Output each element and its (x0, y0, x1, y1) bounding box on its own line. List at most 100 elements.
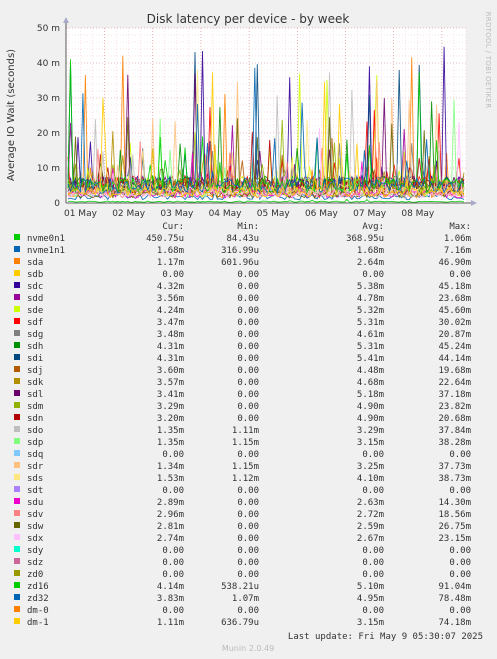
legend-swatch (14, 546, 20, 552)
legend-name: sdv (27, 510, 43, 520)
legend-cur: 2.81m (157, 522, 184, 532)
legend-min: 601.96u (221, 258, 259, 268)
legend-swatch (14, 534, 20, 540)
x-tick-label: 02 May (112, 209, 146, 219)
legend-max: 46.90m (438, 258, 471, 268)
legend-min: 0.00 (237, 354, 259, 364)
legend-min: 0.00 (237, 546, 259, 556)
legend-max: 0.00 (449, 486, 471, 496)
legend-row: sdm 3.29m 0.00 4.90m 23.82m (14, 402, 471, 412)
axes (63, 17, 477, 206)
legend-avg: 4.90m (357, 414, 384, 424)
legend-swatch (14, 246, 20, 252)
legend-swatch (14, 270, 20, 276)
legend-swatch (14, 570, 20, 576)
legend-name: sdn (27, 414, 43, 424)
legend-min: 0.00 (237, 342, 259, 352)
legend-swatch (14, 282, 20, 288)
legend-avg: 0.00 (362, 570, 384, 580)
legend-cur: 3.56m (157, 294, 184, 304)
legend-max: 38.73m (438, 474, 471, 484)
legend-row: sdj 3.60m 0.00 4.48m 19.68m (14, 366, 471, 376)
legend-max: 1.06m (444, 234, 471, 244)
legend-swatch (14, 426, 20, 432)
legend-row: sdk 3.57m 0.00 4.68m 22.64m (14, 378, 471, 388)
legend-cur: 1.53m (157, 474, 184, 484)
legend-row: sdz 0.00 0.00 0.00 0.00 (14, 558, 471, 568)
legend-row: sdb 0.00 0.00 0.00 0.00 (14, 270, 471, 280)
legend-name: sds (27, 474, 43, 484)
legend-cur: 4.31m (157, 354, 184, 364)
legend-avg: 4.10m (357, 474, 384, 484)
legend-max: 74.18m (438, 618, 471, 628)
legend-min: 1.11m (232, 426, 259, 436)
legend-cur: 4.14m (157, 582, 184, 592)
legend-cur: 3.60m (157, 366, 184, 376)
legend-min: 84.43u (226, 234, 259, 244)
legend-max: 14.30m (438, 498, 471, 508)
legend-avg: 2.64m (357, 258, 384, 268)
legend-row: sdv 2.96m 0.00 2.72m 18.56m (14, 510, 471, 520)
plot-area (66, 28, 466, 203)
series-line-sdx (67, 122, 465, 199)
legend-swatch (14, 594, 20, 600)
x-ticks: 01 May 02 May 03 May 04 May 05 May 06 May 07 M… (64, 209, 435, 219)
legend-max: 0.00 (449, 606, 471, 616)
legend-cur: 4.24m (157, 306, 184, 316)
legend-row: sdf 3.47m 0.00 5.31m 30.02m (14, 318, 471, 328)
legend-min: 1.12m (232, 474, 259, 484)
series-line-zd32 (67, 67, 465, 195)
legend-avg: 5.31m (357, 342, 384, 352)
legend-row: sdu 2.89m 0.00 2.63m 14.30m (14, 498, 471, 508)
legend-cur: 3.57m (157, 378, 184, 388)
legend-name: sdo (27, 426, 43, 436)
legend-min: 0.00 (237, 270, 259, 280)
legend-row: sdp 1.35m 1.15m 3.15m 38.28m (14, 438, 471, 448)
legend-row: sdd 3.56m 0.00 4.78m 23.68m (14, 294, 471, 304)
legend-max: 0.00 (449, 546, 471, 556)
x-axis-arrow (471, 200, 477, 206)
legend-max: 0.00 (449, 558, 471, 568)
legend-row: sdy 0.00 0.00 0.00 0.00 (14, 546, 471, 556)
legend-row: sds 1.53m 1.12m 4.10m 38.73m (14, 474, 471, 484)
legend-swatch (14, 330, 20, 336)
series-line-nvme0n1 (68, 198, 465, 203)
y-tick-label: 0 (54, 199, 60, 209)
x-tick-label: 03 May (160, 209, 194, 219)
legend-name: sdt (27, 486, 43, 496)
munin-version: Munin 2.0.49 (222, 644, 274, 653)
legend-swatch (14, 306, 20, 312)
legend-name: sdm (27, 402, 43, 412)
legend-max: 30.02m (438, 318, 471, 328)
legend-row: sdr 1.34m 1.15m 3.25m 37.73m (14, 462, 471, 472)
legend-name: sdd (27, 294, 43, 304)
legend-cur: 2.89m (157, 498, 184, 508)
legend-swatch (14, 510, 20, 516)
legend-swatch (14, 450, 20, 456)
legend-swatch (14, 414, 20, 420)
legend-min: 0.00 (237, 330, 259, 340)
y-tick-label: 40 m (37, 59, 60, 69)
legend-cur: 1.35m (157, 426, 184, 436)
legend-swatch (14, 474, 20, 480)
legend-min: 0.00 (237, 294, 259, 304)
legend-cur: 0.00 (162, 546, 184, 556)
legend-name: sdb (27, 270, 43, 280)
legend-cur: 3.29m (157, 402, 184, 412)
legend-max: 37.18m (438, 390, 471, 400)
legend-swatch (14, 486, 20, 492)
y-ticks: 0 10 m 20 m 30 m 40 m 50 m (37, 24, 60, 209)
legend-name: sdf (27, 318, 43, 328)
legend-max: 0.00 (449, 270, 471, 280)
legend-min: 0.00 (237, 486, 259, 496)
legend-row: sdn 3.20m 0.00 4.90m 20.68m (14, 414, 471, 424)
legend-swatch (14, 402, 20, 408)
legend-min: 0.00 (237, 378, 259, 388)
legend-header: Avg: (362, 222, 384, 232)
y-tick-label: 50 m (37, 24, 60, 34)
legend-avg: 368.95u (346, 234, 384, 244)
legend-cur: 3.48m (157, 330, 184, 340)
legend-min: 0.00 (237, 414, 259, 424)
y-axis-arrow (63, 17, 69, 23)
legend-cur: 1.68m (157, 246, 184, 256)
